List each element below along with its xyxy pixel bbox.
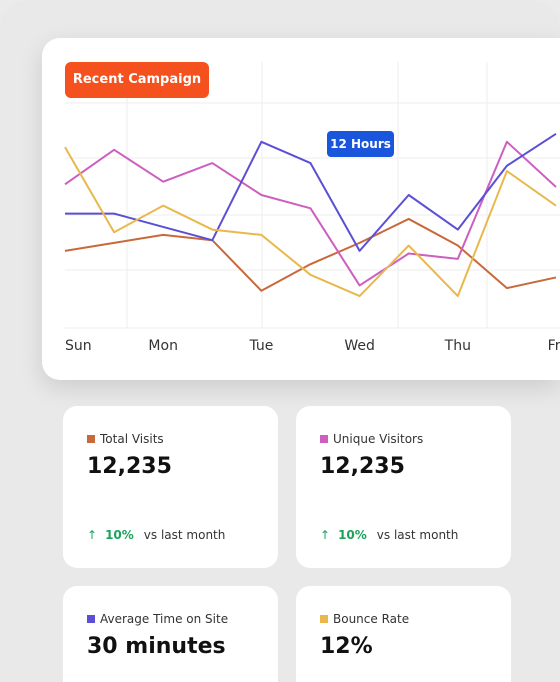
stat-value: 12,235 (87, 454, 172, 479)
series-line (64, 146, 557, 298)
stat-change: 10% (105, 528, 134, 542)
stat-label: Total Visits (100, 432, 164, 446)
x-tick-label: Sun (65, 338, 92, 354)
stat-change-row: ↑ 10% vs last month (320, 528, 458, 542)
stat-card: Total Visits 12,235 ↑ 10% vs last month (63, 406, 278, 568)
stat-card: Bounce Rate 12% (296, 586, 511, 682)
tooltip: 12 Hours (327, 131, 394, 157)
series-line (64, 140, 557, 287)
up-arrow: ↑ (320, 528, 331, 542)
stat-label: Bounce Rate (333, 612, 410, 626)
stat-label-row: Unique Visitors (320, 432, 423, 446)
stat-card: Average Time on Site 30 minutes (63, 586, 278, 682)
color-key (320, 435, 328, 443)
stat-change-row: ↑ 10% vs last month (87, 528, 225, 542)
stat-value: 12% (320, 634, 373, 659)
chart: Sun Mon Tue Wed Thu Fri (64, 62, 560, 354)
stat-value: 12,235 (320, 454, 405, 479)
stat-change: 10% (338, 528, 367, 542)
x-tick-label: Thu (444, 338, 471, 354)
series-line (64, 217, 557, 292)
x-tick-label: Mon (148, 338, 178, 354)
stat-label-row: Total Visits (87, 432, 164, 446)
up-arrow: ↑ (87, 528, 98, 542)
stat-label: Unique Visitors (333, 432, 424, 446)
stat-label-row: Bounce Rate (320, 612, 409, 626)
stat-value: 30 minutes (87, 634, 226, 659)
stat-change-note: vs last month (376, 528, 459, 542)
color-key (320, 615, 328, 623)
stat-label-row: Average Time on Site (87, 612, 228, 626)
series-line (65, 132, 557, 252)
color-key (87, 435, 95, 443)
stat-card: Unique Visitors 12,235 ↑ 10% vs last month (296, 406, 511, 568)
x-tick-label: Wed (344, 338, 375, 354)
color-key (87, 615, 95, 623)
campaign-badge[interactable]: Recent Campaign (65, 62, 209, 98)
stat-label: Average Time on Site (100, 612, 229, 626)
x-tick-label: Tue (248, 338, 273, 354)
x-tick-label: Fri (548, 338, 560, 354)
chart-card: Sun Mon Tue Wed Thu Fri Recent Campaign 12 Ho… (42, 38, 560, 380)
stat-change-note: vs last month (143, 528, 226, 542)
